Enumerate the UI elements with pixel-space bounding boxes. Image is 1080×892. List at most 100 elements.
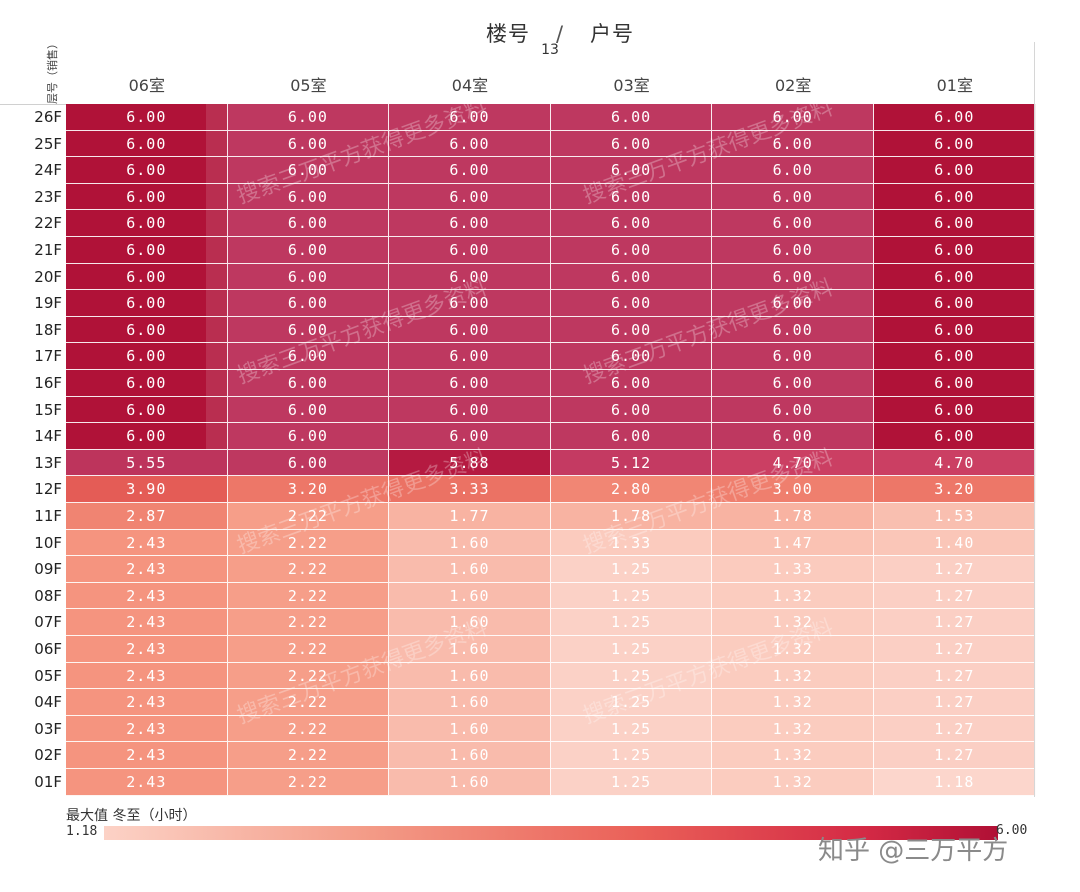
- heatmap-cell: 1.33: [550, 529, 713, 557]
- column-header: 02室: [775, 76, 812, 95]
- heatmap-cell: 6.00: [712, 130, 874, 158]
- heatmap-cell: 6.00: [389, 130, 551, 158]
- heatmap-cell: 1.60: [389, 582, 551, 610]
- heatmap-cell: 2.22: [227, 769, 390, 796]
- heatmap-cell: 1.60: [389, 742, 551, 769]
- heatmap-cell: 2.43: [66, 609, 228, 636]
- heatmap-cell: 3.00: [712, 476, 874, 503]
- heatmap-cell: 6.00: [227, 449, 390, 477]
- right-frame-line: [1034, 42, 1035, 797]
- heatmap-cell: 6.00: [874, 343, 1036, 370]
- heatmap-cell: 6.00: [550, 130, 713, 158]
- column-header: 04室: [451, 76, 489, 95]
- heatmap-cell: 6.00: [550, 290, 713, 317]
- legend-color-bar: [104, 826, 998, 840]
- column-header: 06室: [128, 76, 165, 95]
- heatmap-cell: 1.60: [389, 636, 551, 663]
- column-header: 03室: [613, 76, 650, 95]
- heatmap-cell: 1.60: [389, 609, 551, 636]
- heatmap-cell: 1.25: [550, 609, 713, 636]
- heatmap-cell: 6.00: [389, 396, 551, 424]
- heatmap-cell: 6.00: [550, 396, 713, 424]
- legend-min-label: 1.18: [66, 824, 98, 839]
- heatmap-cell: 6.00: [712, 343, 874, 370]
- title-separator: /: [555, 22, 565, 46]
- floor-label: 05F: [34, 666, 62, 685]
- heatmap-cell: 2.22: [227, 529, 390, 557]
- heatmap-cell: 6.00: [550, 316, 713, 344]
- heatmap-cell: 6.00: [550, 183, 713, 211]
- heatmap-cell: 6.00: [66, 183, 228, 211]
- heatmap-cell: 6.00: [66, 290, 228, 317]
- heatmap-cell: 6.00: [66, 343, 228, 370]
- heatmap-cell: 6.00: [874, 263, 1036, 291]
- heatmap-cell: 6.00: [227, 104, 390, 131]
- heatmap-cell: 4.70: [712, 449, 874, 477]
- heatmap-cell: 6.00: [227, 370, 390, 397]
- heatmap-cell: 6.00: [874, 423, 1036, 450]
- heatmap-cell: 6.00: [712, 157, 874, 184]
- heatmap-cell: 2.22: [227, 662, 390, 690]
- heatmap-cell: 1.32: [712, 636, 874, 663]
- floor-label: 09F: [34, 560, 62, 579]
- heatmap-cell: 2.22: [227, 582, 390, 610]
- heatmap-cell: 6.00: [66, 423, 228, 450]
- heatmap-cell: 6.00: [389, 423, 551, 450]
- heatmap-cell: 6.00: [389, 316, 551, 344]
- heatmap-cell: 1.40: [874, 529, 1036, 557]
- floor-label: 22F: [34, 214, 62, 233]
- heatmap-cell: 1.78: [712, 503, 874, 530]
- heatmap-cell: 6.00: [389, 370, 551, 397]
- heatmap-cell: 1.27: [874, 636, 1036, 663]
- heatmap-cell: 2.22: [227, 636, 390, 663]
- heatmap-cell: 1.78: [550, 503, 713, 530]
- floor-label: 19F: [34, 294, 62, 313]
- heatmap-grid: 6.00 6.00 6.00 6.00 6.00 6.00 6.00 6.00 6.00 6.00…: [66, 104, 1036, 796]
- heatmap-cell: 1.77: [389, 503, 551, 530]
- floor-label: 08F: [34, 586, 62, 605]
- heatmap-cell: 1.47: [712, 529, 874, 557]
- heatmap-cell: 6.00: [227, 343, 390, 370]
- heatmap-cell: 1.25: [550, 636, 713, 663]
- floor-label: 21F: [34, 241, 62, 259]
- heatmap-cell: 6.00: [389, 183, 551, 211]
- chart-title: 楼号 / 户号: [360, 18, 760, 48]
- heatmap-cell: 2.43: [66, 529, 228, 557]
- building-number: 13: [541, 42, 559, 58]
- heatmap-cell: 3.90: [66, 476, 228, 503]
- heatmap-cell: 2.43: [66, 769, 228, 796]
- heatmap-cell: 1.25: [550, 582, 713, 610]
- heatmap-cell: 3.33: [389, 476, 551, 503]
- heatmap-cell: 6.00: [227, 237, 390, 264]
- header-divider: [0, 104, 66, 105]
- heatmap-cell: 6.00: [550, 263, 713, 291]
- heatmap-cell: 6.00: [66, 157, 228, 184]
- heatmap-cell: 6.00: [874, 237, 1036, 264]
- floor-label: 11F: [34, 507, 62, 525]
- heatmap-cell: 1.27: [874, 609, 1036, 636]
- heatmap-cell: 6.00: [874, 183, 1036, 211]
- heatmap-cell: 1.60: [389, 556, 551, 583]
- legend-max-label: 6.00: [996, 823, 1028, 838]
- heatmap-cell: 6.00: [550, 370, 713, 397]
- heatmap-cell: 6.00: [550, 237, 713, 264]
- heatmap-cell: 6.00: [874, 130, 1036, 158]
- heatmap-cell: 2.43: [66, 582, 228, 610]
- heatmap-cell: 1.60: [389, 715, 551, 743]
- heatmap-cell: 6.00: [227, 316, 390, 344]
- heatmap-cell: 4.70: [874, 449, 1036, 477]
- heatmap-cell: 6.00: [874, 396, 1036, 424]
- heatmap-cell: 1.18: [874, 769, 1036, 796]
- heatmap-cell: 2.43: [66, 715, 228, 743]
- heatmap-cell: 1.60: [389, 689, 551, 716]
- heatmap-cell: 6.00: [66, 316, 228, 344]
- heatmap-cell: 1.25: [550, 769, 713, 796]
- heatmap-cell: 1.60: [389, 529, 551, 557]
- heatmap-cell: 1.32: [712, 689, 874, 716]
- title-building-label: 楼号: [485, 22, 530, 46]
- heatmap-cell: 6.00: [227, 290, 390, 317]
- heatmap-cell: 3.20: [874, 476, 1036, 503]
- heatmap-cell: 6.00: [227, 157, 390, 184]
- heatmap-cell: 6.00: [712, 210, 874, 237]
- heatmap-cell: 1.32: [712, 715, 874, 743]
